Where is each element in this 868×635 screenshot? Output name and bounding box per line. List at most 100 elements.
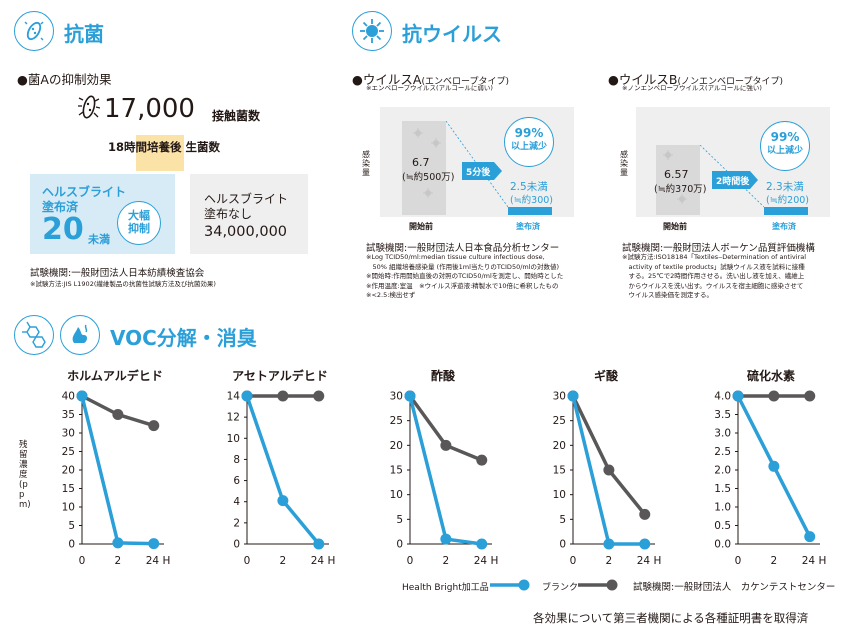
- x-tick-label: 0: [407, 555, 414, 566]
- blank-point: [277, 390, 289, 402]
- bacterium-icon: [78, 92, 101, 126]
- treated-point: [603, 538, 615, 550]
- virus-b-particles: [662, 149, 698, 213]
- legend-treated-label: Health Bright加工品: [402, 583, 489, 593]
- virus-a-x-after: 塗布済: [516, 222, 540, 231]
- virus-b-reduction-sub: 以上減少: [766, 146, 803, 156]
- treated-point: [148, 538, 160, 550]
- chart-title: ホルムアルデヒド: [67, 368, 163, 383]
- y-tick-label: 2.0: [714, 465, 731, 477]
- x-tick-label: 0: [244, 555, 251, 566]
- virus-b-note-line: ウイルス感染価を測定する。: [622, 291, 714, 299]
- y-tick-label: 6: [233, 475, 240, 487]
- y-tick-label: 5: [68, 520, 75, 532]
- untreated-line1: ヘルスブライト: [204, 192, 289, 206]
- treated-line1: ヘルスブライト: [42, 185, 127, 199]
- y-tick-label: 1.0: [714, 502, 731, 514]
- x-tick-label: 24 H: [802, 555, 827, 566]
- virus-b-test-org: 試験機関:一般財団法人ボーケン品質評価機構: [622, 243, 815, 254]
- blank-point: [440, 439, 452, 451]
- virus-a-title-main: ●ウイルスA: [352, 72, 422, 87]
- treated-point: [476, 538, 488, 550]
- contact-count-value: 17,000: [104, 94, 195, 124]
- y-tick-label: 12: [227, 412, 240, 424]
- virus-a-notes: ※Log TCID50/ml:median tissue culture inf…: [366, 253, 563, 301]
- y-tick-label: 25: [390, 415, 403, 427]
- virus-a-after-sub: (≒約300): [510, 195, 554, 206]
- y-tick-label: 30: [390, 391, 403, 403]
- treated-box: ヘルスブライト 塗布済 20 未満 大幅 抑制: [30, 174, 175, 254]
- virus-a-note-line: ※Log TCID50/ml:median tissue culture inf…: [366, 253, 545, 261]
- y-tick-label: 4: [233, 496, 240, 508]
- voc-chart-acetaldehyde: アセトアルデヒド 0 2 4 6 8 10 12 14 0 2 24 H: [227, 368, 336, 566]
- virus-b-reduction: 99%: [770, 130, 800, 144]
- virus-b-note-line: する。25℃で2時間作用させる。洗い出し液を加え、繊維上: [622, 272, 805, 280]
- blank-point: [112, 409, 124, 420]
- y-tick-label: 10: [553, 489, 566, 501]
- x-tick-label: 2: [606, 555, 613, 566]
- x-tick-label: 0: [79, 555, 86, 566]
- x-tick-label: 24 H: [637, 555, 662, 566]
- voc-chart-formic-acid: ギ酸 0 5 10 15 20 25 30 0 2 24 H: [553, 368, 662, 566]
- blank-point: [639, 508, 651, 520]
- y-tick-label: 10: [390, 489, 403, 501]
- y-tick-label: 3.5: [714, 409, 731, 421]
- y-tick-label: 20: [62, 465, 75, 477]
- virus-b-chart: 6.57 (≒約370万) 2時間後 99% 以上減少 2.3未満 (≒約200…: [636, 107, 830, 217]
- voc-chart-acetic-acid: 酢酸 0 5 10 15 20 25 30 0 2 24 H: [390, 368, 499, 566]
- virus-a-note-line: ※<2.5:検出せず: [366, 291, 416, 299]
- virus-a-note-line: ※開始時:作用開始直後の対照のTCID50/mlを測定し、開始時とした: [366, 272, 564, 280]
- y-tick-label: 25: [62, 446, 75, 458]
- virus-a-reduction-sub: 以上減少: [510, 142, 547, 152]
- treated-point: [76, 390, 88, 402]
- legend-blank-label: ブランク: [542, 583, 579, 593]
- virus-a-note-line: ※作用温度:室温 ※ウイルス浮遊液:精製水で10倍に希釈したもの: [366, 281, 559, 290]
- incubation-highlight: [136, 135, 184, 171]
- y-tick-label: 5: [559, 514, 566, 526]
- y-tick-label: 15: [553, 465, 566, 477]
- treated-point: [277, 495, 289, 507]
- y-tick-label: 5: [396, 514, 403, 526]
- antibacterial-subtitle: ●菌Aの抑制効果: [17, 72, 112, 87]
- chart-title: 硫化水素: [747, 368, 795, 383]
- y-tick-label: 0: [396, 539, 403, 551]
- virus-b-time: 2時間後: [716, 177, 750, 187]
- voc-test-org: 試験機関:一般財団法人 カケンテストセンター: [633, 582, 836, 593]
- virus-a-ylabel: 感染量: [362, 150, 370, 177]
- y-tick-label: 0: [559, 539, 566, 551]
- chart-title: 酢酸: [431, 368, 456, 383]
- y-tick-label: 40: [62, 391, 75, 403]
- virus-b-x-after: 塗布済: [772, 222, 796, 231]
- blank-point: [476, 454, 488, 466]
- y-tick-label: 30: [62, 428, 75, 440]
- y-tick-label: 0: [68, 539, 75, 551]
- virus-b-dash: [699, 144, 765, 215]
- deodorize-icon: [60, 315, 100, 355]
- virus-a-after-bar: [508, 207, 552, 215]
- virus-b-after-value: 2.3未満: [766, 181, 804, 193]
- treated-point: [567, 390, 579, 402]
- virus-a-title: ●ウイルスA(エンベロープタイプ): [352, 69, 509, 88]
- badge-line1: 大幅: [128, 209, 150, 222]
- legend-blank-swatch: [578, 579, 618, 591]
- treated-point: [112, 537, 124, 549]
- virus-b-ylabel: 感染量: [620, 150, 628, 177]
- virus-b-note: ※ノンエンベロープウイルス(アルコールに強い): [622, 84, 762, 92]
- treated-line: [408, 395, 482, 546]
- y-tick-label: 2.5: [714, 446, 731, 458]
- y-tick-label: 20: [553, 440, 566, 452]
- voc-ylabel: 残留濃度(ppm): [19, 440, 31, 510]
- chart-title: アセトアルデヒド: [232, 368, 328, 383]
- treated-point: [241, 390, 253, 402]
- treated-value: 20: [42, 212, 84, 247]
- virus-b-note-line: ※試験方法:ISO18184「Textiles‒Determination of…: [622, 253, 807, 261]
- bacteria-icon: [14, 11, 54, 51]
- virus-b-before-sub: (≒約370万): [654, 184, 707, 195]
- badge-line2: 抑制: [128, 222, 150, 235]
- reduction-badge: 大幅 抑制: [117, 201, 161, 245]
- virus-b-x-before: 開始前: [663, 222, 687, 231]
- molecule-icon: [14, 315, 54, 355]
- antiviral-title: 抗ウイルス: [402, 22, 502, 46]
- y-tick-label: 30: [553, 391, 566, 403]
